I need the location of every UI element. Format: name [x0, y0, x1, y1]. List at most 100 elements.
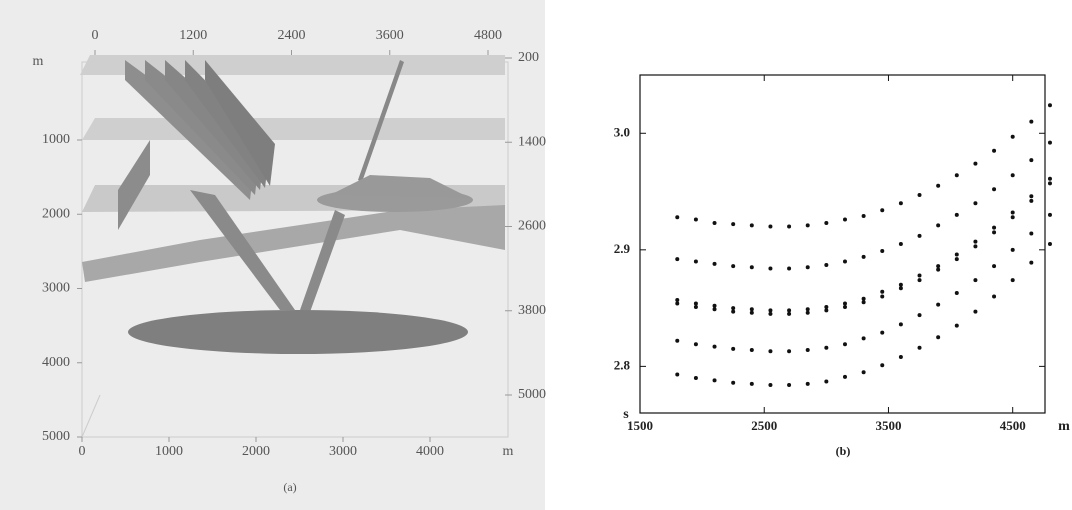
dome — [330, 175, 470, 198]
point — [712, 221, 717, 226]
point — [675, 257, 680, 262]
point — [805, 265, 810, 270]
point — [842, 301, 847, 306]
plane — [82, 118, 505, 140]
point — [712, 344, 717, 349]
model-render: 0 1000 2000 3000 4000 m 0 1200 2400 3600 4800 1000 2… — [33, 28, 546, 494]
point — [936, 335, 941, 340]
point — [898, 201, 903, 206]
panel-a-background — [0, 0, 545, 510]
point — [954, 290, 959, 295]
point — [805, 307, 810, 312]
point — [1047, 242, 1052, 246]
y-tick-label: 3.0 — [614, 124, 630, 139]
point — [973, 244, 978, 249]
point — [917, 313, 922, 318]
point — [861, 254, 866, 259]
caption: (b) — [836, 444, 851, 458]
x2-tick-label: 3600 — [376, 28, 404, 43]
y-tick-label: 2.9 — [614, 241, 631, 256]
point — [787, 266, 792, 271]
box-edge — [81, 394, 101, 438]
y-tick-label: 2.8 — [614, 357, 631, 372]
horizon — [82, 205, 505, 282]
x-tick-label: 2000 — [242, 444, 270, 459]
point — [992, 148, 997, 153]
point — [768, 383, 773, 388]
point — [805, 381, 810, 386]
point — [973, 278, 978, 283]
point — [712, 307, 717, 312]
fault — [185, 60, 270, 188]
point — [749, 348, 754, 353]
point — [768, 311, 773, 316]
point — [768, 224, 773, 229]
x-unit: m — [503, 444, 514, 459]
point — [1010, 210, 1015, 215]
x-tick-label: 3500 — [875, 418, 901, 433]
point — [1010, 215, 1015, 220]
y-tick-label: 1000 — [42, 132, 70, 147]
point — [842, 259, 847, 264]
point — [824, 262, 829, 267]
point — [880, 289, 885, 294]
point — [693, 376, 698, 381]
point — [675, 372, 680, 377]
point — [749, 307, 754, 312]
plot-frame — [639, 74, 1046, 414]
point — [768, 308, 773, 313]
x-tick-label: 1500 — [627, 418, 653, 433]
point — [693, 217, 698, 222]
point — [1029, 231, 1034, 236]
point — [731, 309, 736, 314]
point — [1029, 158, 1034, 163]
point — [824, 221, 829, 226]
point — [1010, 278, 1015, 283]
point — [1029, 119, 1034, 124]
point — [1047, 176, 1052, 181]
fault — [118, 140, 150, 230]
point — [712, 303, 717, 308]
point — [992, 230, 997, 235]
point — [787, 383, 792, 388]
point — [861, 336, 866, 341]
point — [675, 301, 680, 306]
point — [936, 267, 941, 272]
point — [1029, 198, 1034, 203]
point — [880, 248, 885, 253]
point — [1010, 173, 1015, 178]
y2-tick-label: 1400 — [518, 134, 546, 149]
point — [805, 348, 810, 353]
point — [880, 294, 885, 299]
point — [954, 173, 959, 178]
point — [842, 304, 847, 309]
fault — [190, 190, 295, 310]
point — [842, 217, 847, 222]
x-tick-label: 3000 — [329, 444, 357, 459]
point — [1029, 194, 1034, 199]
point — [954, 257, 959, 262]
point — [731, 346, 736, 351]
x2-tick-label: 1200 — [179, 28, 207, 43]
lens — [128, 310, 468, 354]
point — [861, 296, 866, 301]
point — [787, 311, 792, 316]
point — [936, 183, 941, 188]
y2-tick-label: 200 — [518, 50, 539, 65]
point — [954, 212, 959, 217]
point — [824, 379, 829, 384]
point — [936, 223, 941, 228]
point — [992, 264, 997, 269]
well — [358, 60, 404, 182]
point — [861, 370, 866, 375]
point — [749, 381, 754, 386]
point — [936, 264, 941, 269]
point — [880, 330, 885, 335]
y2-tick-label: 2600 — [518, 219, 546, 234]
point — [992, 225, 997, 230]
fault — [165, 60, 265, 190]
point — [787, 308, 792, 313]
point — [992, 294, 997, 299]
point — [731, 264, 736, 269]
